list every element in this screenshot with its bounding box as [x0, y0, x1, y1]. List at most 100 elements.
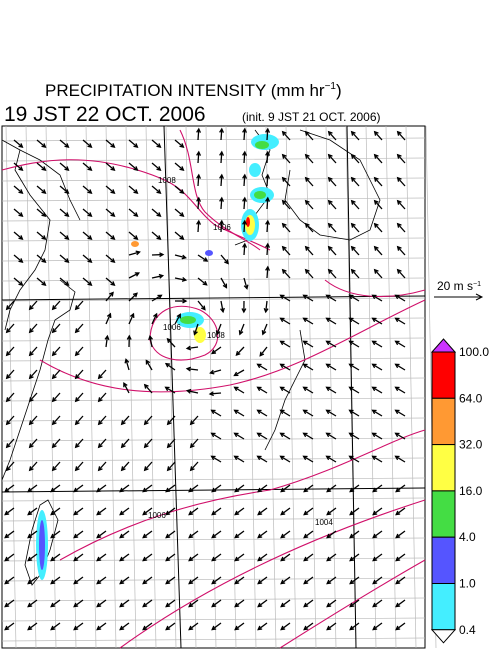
wind-arrowhead: [28, 351, 34, 357]
wind-arrowhead: [87, 166, 93, 171]
wind-arrow: [349, 409, 360, 417]
wind-arrowhead: [281, 130, 287, 136]
wind-arrowhead: [325, 386, 331, 392]
wind-arrow: [234, 553, 245, 562]
wind-arrow: [374, 223, 383, 233]
wind-arrow: [303, 576, 314, 585]
wind-arrow: [243, 220, 246, 233]
wind-arrowhead: [50, 487, 56, 493]
wind-arrow: [326, 622, 337, 631]
wind-arrowhead: [145, 359, 151, 365]
wind-arrowhead: [196, 219, 202, 225]
wind-arrow: [29, 300, 38, 310]
wind-arrowhead: [73, 487, 79, 493]
wind-arrow: [6, 300, 15, 310]
wind-arrowhead: [265, 150, 271, 156]
wind-arrowhead: [119, 487, 125, 493]
wind-arrow: [165, 599, 176, 608]
wind-arrow: [372, 507, 383, 516]
wind-arrowhead: [265, 196, 271, 202]
wind-arrow: [144, 438, 153, 448]
wind-arrowhead: [281, 222, 287, 228]
wind-arrowhead: [148, 334, 153, 341]
wind-arrowhead: [326, 556, 332, 562]
colorbar-segment: [431, 490, 456, 538]
wind-arrowhead: [4, 510, 10, 516]
wind-arrow: [174, 277, 186, 281]
precip-cell: [246, 217, 250, 227]
wind-arrow: [75, 415, 84, 425]
wind-arrowhead: [327, 222, 333, 228]
wind-arrow: [235, 346, 245, 356]
wind-arrow: [349, 317, 360, 325]
wind-arrowhead: [27, 533, 33, 539]
wind-arrowhead: [304, 268, 310, 274]
wind-arrowhead: [348, 409, 354, 415]
wind-arrowhead: [210, 432, 216, 438]
wind-arrow: [374, 154, 383, 164]
wind-arrow: [82, 208, 92, 217]
wind-arrow: [165, 530, 176, 539]
wind-arrow: [211, 507, 222, 516]
wind-arrow: [13, 254, 23, 263]
wind-arrow: [305, 223, 314, 233]
wind-arrow: [128, 185, 138, 194]
wind-arrowhead: [96, 510, 102, 516]
wind-arrowhead: [41, 166, 47, 171]
wind-arrowhead: [18, 166, 24, 171]
wind-arrow: [257, 553, 268, 562]
wind-arrow: [151, 208, 161, 217]
wind-arrow: [395, 386, 406, 394]
wind-vectors: [4, 127, 406, 631]
wind-arrow: [187, 390, 199, 394]
wind-arrow: [98, 438, 107, 448]
wind-arrow: [142, 484, 153, 493]
wind-arrow: [105, 313, 112, 325]
wind-arrowhead: [97, 466, 103, 472]
wind-arrow: [27, 507, 38, 516]
wind-arrowhead: [371, 317, 377, 323]
wind-arrowhead: [87, 212, 93, 217]
wind-arrow: [328, 131, 337, 141]
wind-arrow: [280, 599, 291, 608]
grid-line: [1, 617, 426, 622]
wind-arrowhead: [373, 176, 379, 182]
wind-arrow: [6, 323, 15, 333]
grid-line: [1, 317, 426, 322]
wind-arrow: [305, 269, 314, 279]
wind-arrow: [151, 231, 161, 240]
wind-arrowhead: [257, 487, 263, 493]
wind-arrowhead: [179, 189, 185, 194]
wind-arrow: [128, 231, 138, 240]
wind-arrowhead: [233, 432, 239, 438]
wind-arrow: [257, 622, 268, 631]
wind-arrowhead: [219, 150, 225, 156]
wind-arrowhead: [96, 533, 102, 539]
grid-line: [1, 137, 426, 142]
wind-arrow: [220, 300, 224, 312]
init-time: (init. 9 JST 21 OCT. 2006): [242, 110, 381, 124]
wind-arrow: [303, 363, 314, 371]
wind-arrowhead: [257, 556, 263, 562]
wind-arrow: [234, 455, 245, 463]
wind-arrowhead: [5, 374, 11, 380]
wind-arrowhead: [135, 250, 141, 256]
wind-arrow: [303, 386, 314, 394]
wind-arrowhead: [219, 173, 225, 179]
wind-arrow: [36, 254, 46, 263]
wind-arrow: [266, 220, 269, 233]
wind-arrow: [211, 553, 222, 562]
wind-arrowhead: [220, 307, 225, 314]
wind-arrow: [257, 455, 268, 463]
wind-arrowhead: [181, 277, 188, 282]
wind-arrowhead: [257, 579, 263, 585]
wind-arrow: [349, 507, 360, 516]
wind-arrowhead: [51, 305, 57, 311]
wind-arrow: [96, 622, 107, 631]
wind-arrowhead: [302, 409, 308, 415]
wind-arrowhead: [257, 533, 263, 539]
wind-arrowhead: [234, 579, 240, 585]
wind-arrowhead: [196, 196, 202, 202]
wind-arrowhead: [235, 350, 241, 356]
wind-arrowhead: [119, 510, 125, 516]
